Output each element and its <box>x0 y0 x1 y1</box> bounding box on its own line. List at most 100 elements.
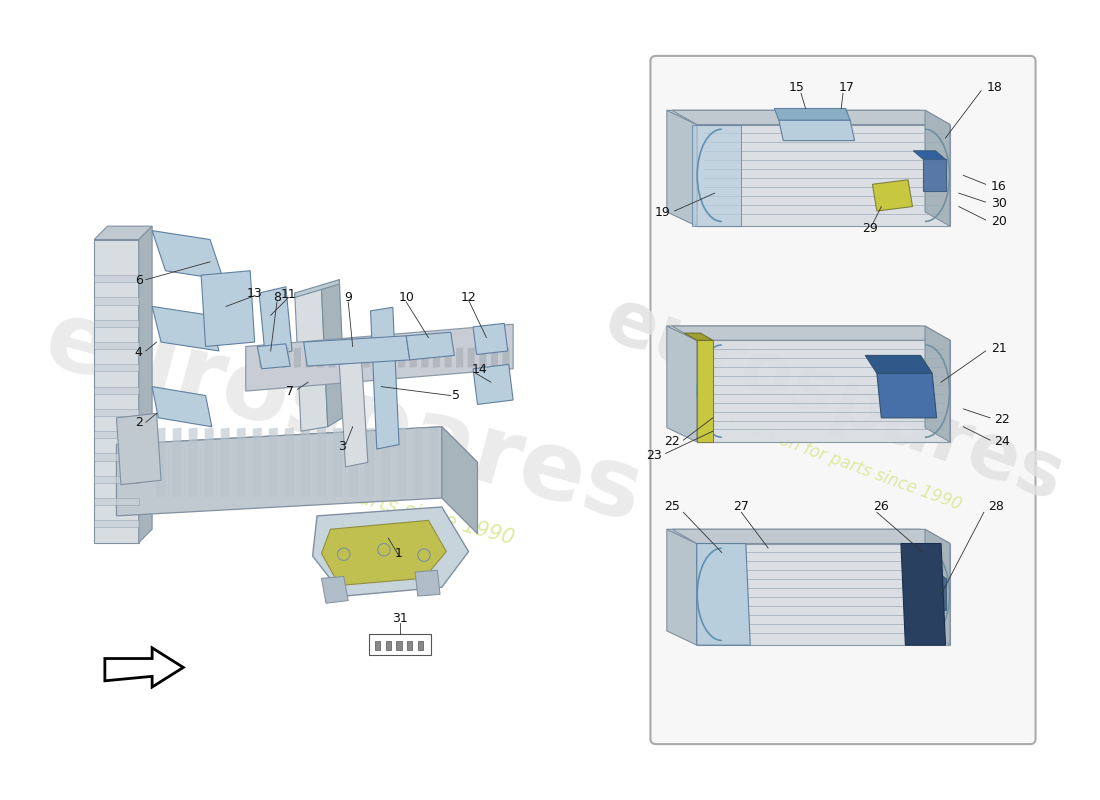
Polygon shape <box>257 344 290 369</box>
Polygon shape <box>375 641 381 650</box>
Polygon shape <box>236 428 245 497</box>
Text: 7: 7 <box>286 385 295 398</box>
Polygon shape <box>260 347 266 368</box>
Polygon shape <box>913 150 946 159</box>
Polygon shape <box>396 641 402 650</box>
Polygon shape <box>866 355 932 374</box>
Polygon shape <box>173 428 182 497</box>
Polygon shape <box>117 426 442 516</box>
Polygon shape <box>667 326 950 340</box>
Polygon shape <box>304 336 409 366</box>
Polygon shape <box>95 431 139 438</box>
Polygon shape <box>503 347 509 368</box>
Text: 8: 8 <box>273 291 280 304</box>
Text: 4: 4 <box>135 346 143 359</box>
Text: 11: 11 <box>280 288 296 302</box>
Polygon shape <box>473 364 513 405</box>
Text: 21: 21 <box>991 342 1006 354</box>
Polygon shape <box>295 280 339 298</box>
Polygon shape <box>312 507 469 596</box>
Polygon shape <box>696 543 950 645</box>
Polygon shape <box>877 374 936 418</box>
Text: a passion for parts since 1990: a passion for parts since 1990 <box>207 448 516 549</box>
Polygon shape <box>95 226 152 239</box>
Polygon shape <box>696 340 950 442</box>
Polygon shape <box>923 159 946 191</box>
Polygon shape <box>491 347 498 368</box>
Polygon shape <box>95 454 139 461</box>
Polygon shape <box>925 110 950 226</box>
Polygon shape <box>189 428 198 497</box>
Text: 25: 25 <box>664 499 680 513</box>
Text: 26: 26 <box>873 499 889 513</box>
Polygon shape <box>95 364 139 371</box>
Polygon shape <box>152 306 219 351</box>
Text: a passion for parts since 1990: a passion for parts since 1990 <box>722 411 964 514</box>
Polygon shape <box>696 340 713 442</box>
Text: 18: 18 <box>987 81 1002 94</box>
Polygon shape <box>433 347 440 368</box>
FancyBboxPatch shape <box>650 56 1035 744</box>
Text: 3: 3 <box>338 440 345 453</box>
Polygon shape <box>696 125 950 226</box>
Polygon shape <box>317 428 326 497</box>
Polygon shape <box>456 347 463 368</box>
Polygon shape <box>205 428 213 497</box>
Polygon shape <box>429 428 438 497</box>
Polygon shape <box>95 275 139 282</box>
Polygon shape <box>329 347 336 368</box>
Polygon shape <box>268 428 278 497</box>
Polygon shape <box>294 347 301 368</box>
Polygon shape <box>245 324 513 391</box>
Polygon shape <box>95 476 139 483</box>
Polygon shape <box>923 578 946 610</box>
Text: 15: 15 <box>789 81 804 94</box>
Polygon shape <box>442 426 477 534</box>
Polygon shape <box>480 347 486 368</box>
Polygon shape <box>406 332 454 360</box>
Polygon shape <box>925 530 950 645</box>
Text: 2: 2 <box>135 416 143 429</box>
Polygon shape <box>295 289 328 431</box>
Text: 22: 22 <box>993 413 1010 426</box>
Polygon shape <box>473 323 508 354</box>
Polygon shape <box>901 543 946 645</box>
Polygon shape <box>271 347 278 368</box>
Polygon shape <box>667 110 696 226</box>
Text: 6: 6 <box>135 274 143 287</box>
Polygon shape <box>407 641 412 650</box>
Polygon shape <box>872 180 913 211</box>
Polygon shape <box>95 520 139 527</box>
Polygon shape <box>397 428 406 497</box>
Polygon shape <box>253 428 262 497</box>
Polygon shape <box>418 641 424 650</box>
Polygon shape <box>692 125 741 226</box>
Text: 31: 31 <box>392 612 408 625</box>
Polygon shape <box>95 239 139 542</box>
Polygon shape <box>117 426 477 480</box>
Polygon shape <box>913 570 946 578</box>
Text: 16: 16 <box>991 179 1006 193</box>
Polygon shape <box>95 409 139 416</box>
Text: 10: 10 <box>398 291 414 304</box>
Polygon shape <box>152 386 212 426</box>
Polygon shape <box>285 428 294 497</box>
Polygon shape <box>672 110 950 125</box>
Text: 17: 17 <box>838 81 855 94</box>
Polygon shape <box>95 342 139 349</box>
Polygon shape <box>95 386 139 394</box>
Text: 29: 29 <box>862 222 878 235</box>
Polygon shape <box>139 226 152 542</box>
Text: 13: 13 <box>246 286 263 299</box>
Polygon shape <box>365 428 374 497</box>
Polygon shape <box>95 320 139 327</box>
Polygon shape <box>375 347 382 368</box>
Polygon shape <box>306 347 312 368</box>
Polygon shape <box>221 428 230 497</box>
Polygon shape <box>95 298 139 305</box>
Polygon shape <box>104 648 184 687</box>
Polygon shape <box>382 428 390 497</box>
Polygon shape <box>201 270 254 346</box>
Text: 23: 23 <box>646 449 662 462</box>
Polygon shape <box>667 530 950 543</box>
